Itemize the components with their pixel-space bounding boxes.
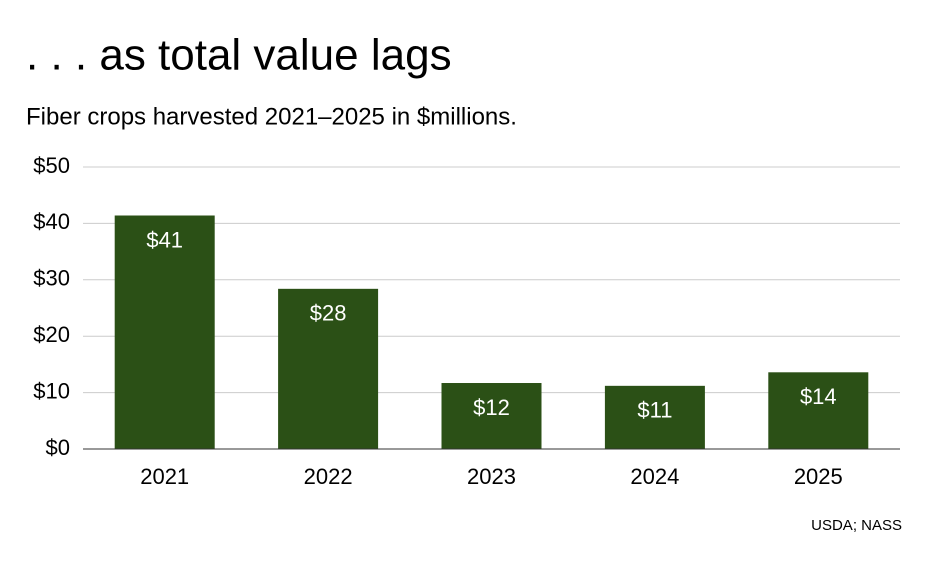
data-label: $14: [800, 384, 837, 409]
bar: [441, 383, 542, 449]
chart-subtitle: Fiber crops harvested 2021–2025 in $mill…: [26, 103, 517, 130]
data-label: $11: [637, 398, 672, 423]
x-tick-label: 2024: [630, 464, 679, 489]
bar: [114, 215, 215, 449]
x-tick-label: 2022: [304, 464, 353, 489]
bar: [768, 372, 869, 449]
y-tick-label: $40: [33, 209, 70, 234]
y-tick-label: $10: [33, 378, 70, 403]
y-tick-label: $20: [33, 322, 70, 347]
x-tick-label: 2021: [140, 464, 189, 489]
x-tick-label: 2025: [794, 464, 843, 489]
data-label: $41: [146, 227, 183, 252]
chart-title: . . . as total value lags: [26, 31, 452, 80]
data-label: $28: [310, 301, 347, 326]
data-label: $12: [473, 395, 510, 420]
bar: [278, 288, 379, 449]
bar: [604, 385, 705, 449]
y-tick-label: $30: [33, 266, 70, 291]
x-tick-label: 2023: [467, 464, 516, 489]
source: USDA; NASS: [811, 517, 902, 534]
y-tick-label: $0: [46, 435, 70, 460]
y-tick-label: $50: [33, 153, 70, 178]
